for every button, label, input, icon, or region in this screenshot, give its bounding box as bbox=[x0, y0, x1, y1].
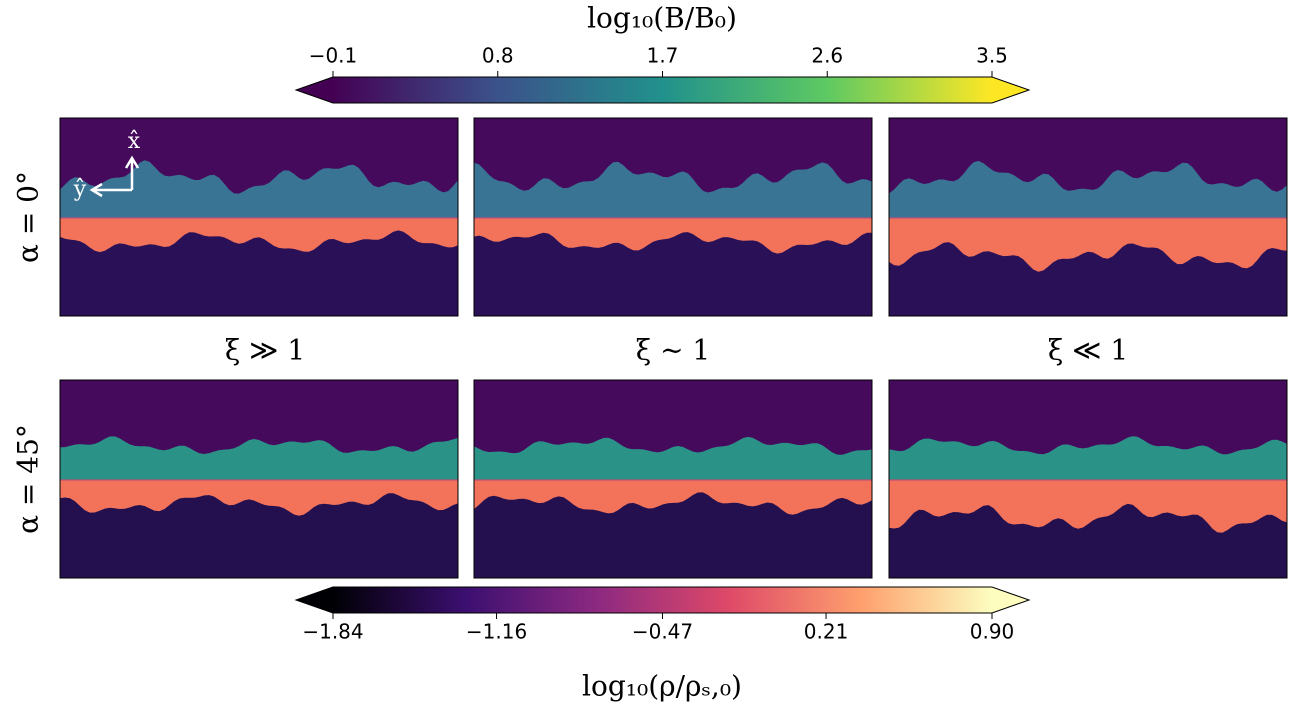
tick-label: −1.16 bbox=[466, 620, 527, 644]
magnetic-band bbox=[474, 161, 872, 218]
panel-frame bbox=[473, 117, 873, 317]
colorbar-title: log₁₀(B/B₀) bbox=[587, 2, 737, 35]
tick-label: 2.6 bbox=[811, 44, 843, 68]
panel bbox=[474, 118, 872, 316]
panel bbox=[474, 380, 872, 578]
panel-frame bbox=[59, 379, 459, 579]
magnetic-band bbox=[474, 436, 872, 480]
dense-band bbox=[474, 480, 872, 515]
interface bbox=[474, 217, 872, 219]
tick-label: 3.5 bbox=[976, 44, 1008, 68]
axis-arrow bbox=[89, 155, 140, 198]
panel-frame bbox=[473, 379, 873, 579]
axis-label: ŷ bbox=[73, 177, 87, 202]
dense-band bbox=[889, 218, 1287, 272]
tick-label: 0.21 bbox=[804, 620, 849, 644]
column-label: ξ ≪ 1 bbox=[1048, 334, 1128, 367]
panel bbox=[60, 118, 458, 316]
tick-label: −1.84 bbox=[302, 620, 363, 644]
tick-label: 0.8 bbox=[482, 44, 514, 68]
colorbar-extend bbox=[992, 587, 1029, 613]
magnetic-band bbox=[60, 436, 458, 480]
magnetic-band bbox=[889, 436, 1287, 480]
tick-label: 0.90 bbox=[970, 620, 1015, 644]
axis-label: x̂ bbox=[128, 129, 141, 154]
interface bbox=[889, 479, 1287, 481]
interface bbox=[60, 479, 458, 481]
magnetic-band bbox=[889, 160, 1287, 218]
panel-frame bbox=[59, 117, 459, 317]
dense-band bbox=[60, 480, 458, 516]
tick-label: −0.1 bbox=[309, 44, 358, 68]
tick-label: 1.7 bbox=[647, 44, 679, 68]
interface bbox=[60, 217, 458, 219]
panel bbox=[60, 380, 458, 578]
panel-frame bbox=[888, 379, 1288, 579]
panel bbox=[889, 380, 1287, 578]
dense-band bbox=[60, 218, 458, 253]
colorbar bbox=[333, 587, 992, 613]
dense-band bbox=[889, 480, 1287, 533]
interface bbox=[474, 479, 872, 481]
interface bbox=[889, 217, 1287, 219]
panel bbox=[889, 118, 1287, 316]
panel-frame bbox=[888, 117, 1288, 317]
colorbar-extend bbox=[296, 77, 333, 103]
dense-band bbox=[474, 218, 872, 254]
column-label: ξ ~ 1 bbox=[636, 334, 711, 367]
colorbar bbox=[333, 77, 992, 103]
row-label: α = 0° bbox=[12, 171, 45, 263]
colorbar-title: log₁₀(ρ/ρₛ,₀) bbox=[582, 670, 742, 703]
colorbar-extend bbox=[296, 587, 333, 613]
row-label: α = 45° bbox=[12, 424, 45, 534]
tick-label: −0.47 bbox=[632, 620, 693, 644]
column-label: ξ ≫ 1 bbox=[225, 334, 305, 367]
magnetic-band bbox=[60, 160, 458, 218]
colorbar-extend bbox=[992, 77, 1029, 103]
